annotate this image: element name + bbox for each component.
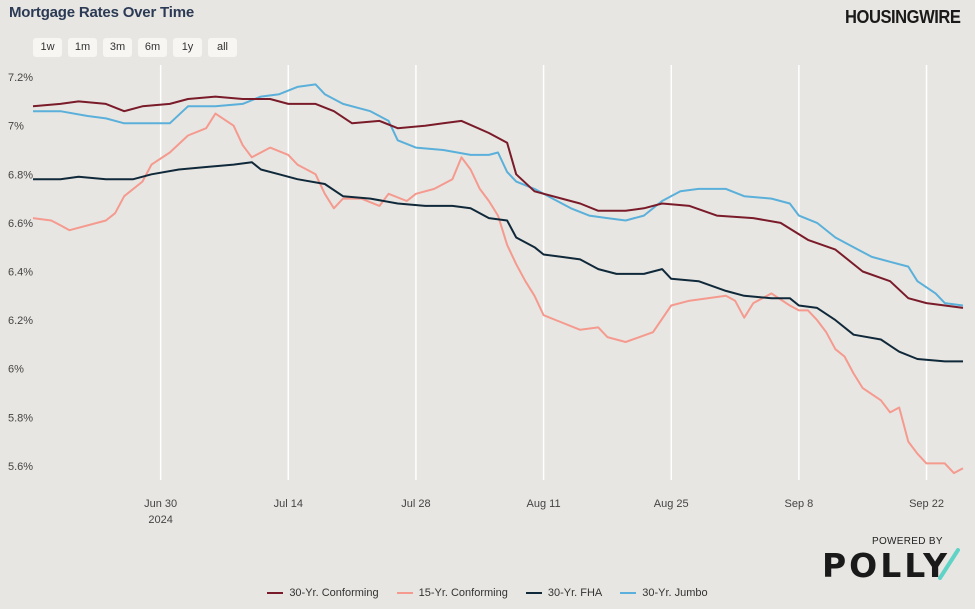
range-button-1w[interactable]: 1w (33, 38, 62, 57)
series-line-30-yr-jumbo (33, 83, 964, 307)
x-tick-label: Sep 8 (785, 498, 814, 510)
y-tick-label: 5.6% (8, 461, 33, 473)
legend-label: 30-Yr. FHA (547, 587, 603, 599)
y-tick-label: 6.6% (8, 218, 33, 230)
series-line-30-yr-fha (33, 161, 963, 363)
housingwire-logo: HOUSINGWIRE (845, 7, 962, 27)
legend-label: 15-Yr. Conforming (418, 587, 508, 599)
grid-lines (159, 65, 928, 480)
chart-title: Mortgage Rates Over Time (9, 4, 194, 21)
x-tick-label: Jun 30 (144, 498, 177, 510)
range-button-6m[interactable]: 6m (138, 38, 167, 57)
legend-swatch (396, 592, 413, 594)
series-line-15-yr-conforming (32, 112, 964, 475)
y-axis: 5.6% 5.8% 6% 6.2% 6.4% 6.6% 6.8% 7% 7.2% (8, 72, 33, 473)
y-tick-label: 7% (8, 121, 24, 133)
x-tick-label: Sep 22 (909, 498, 944, 510)
range-selector: 1w 1m 3m 6m 1y all (33, 38, 237, 57)
legend-swatch (525, 592, 542, 594)
legend-swatch (267, 592, 284, 594)
powered-by-label: POWERED BY (872, 536, 943, 547)
legend-swatch (620, 592, 637, 594)
range-button-3m[interactable]: 3m (103, 38, 132, 57)
chart-legend: 30-Yr. Conforming 15-Yr. Conforming 30-Y… (0, 587, 975, 599)
y-tick-label: 6% (8, 364, 24, 376)
series-lines (32, 83, 964, 475)
legend-item-30yr-jumbo[interactable]: 30-Yr. Jumbo (620, 587, 708, 599)
polly-slash-icon (938, 548, 960, 580)
polly-logo: POLLY (822, 546, 951, 585)
y-tick-label: 6.8% (8, 169, 33, 181)
x-tick-label: Jul 14 (274, 498, 303, 510)
legend-item-30yr-conforming[interactable]: 30-Yr. Conforming (267, 587, 379, 599)
x-tick-label: Aug 25 (654, 498, 689, 510)
legend-item-30yr-fha[interactable]: 30-Yr. FHA (525, 587, 603, 599)
legend-label: 30-Yr. Jumbo (642, 587, 708, 599)
range-button-1y[interactable]: 1y (173, 38, 202, 57)
range-button-1m[interactable]: 1m (68, 38, 97, 57)
y-tick-label: 5.8% (8, 412, 33, 424)
x-tick-label: Aug 11 (527, 498, 561, 510)
y-tick-label: 7.2% (8, 72, 33, 84)
x-axis: Jun 30 2024 Jul 14 Jul 28 Aug 11 Aug 25 Sep 8 S… (144, 498, 944, 526)
y-tick-label: 6.4% (8, 267, 33, 279)
x-tick-year-label: 2024 (148, 514, 172, 526)
x-tick-label: Jul 28 (401, 498, 430, 510)
legend-label: 30-Yr. Conforming (289, 587, 379, 599)
legend-item-15yr-conforming[interactable]: 15-Yr. Conforming (396, 587, 508, 599)
series-line-30-yr-conforming (32, 95, 964, 309)
y-tick-label: 6.2% (8, 315, 33, 327)
range-button-all[interactable]: all (208, 38, 237, 57)
